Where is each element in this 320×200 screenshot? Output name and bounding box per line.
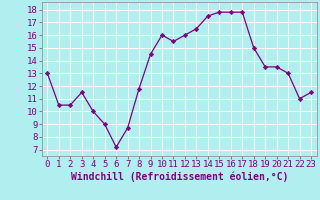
- X-axis label: Windchill (Refroidissement éolien,°C): Windchill (Refroidissement éolien,°C): [70, 172, 288, 182]
